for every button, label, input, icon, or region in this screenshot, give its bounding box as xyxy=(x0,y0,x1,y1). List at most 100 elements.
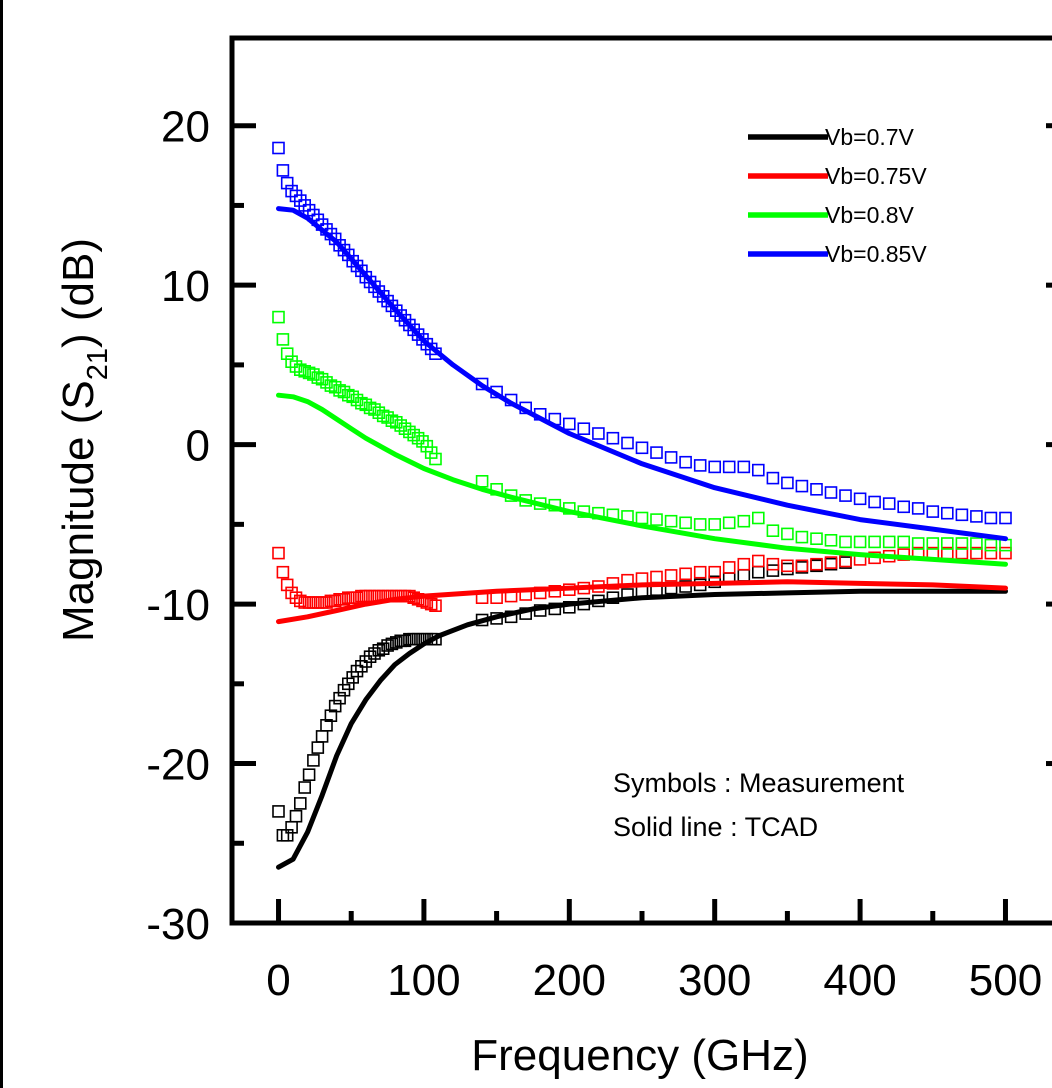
measurement-point-vb-0-85v xyxy=(592,427,605,440)
measurement-point-vb-0-75v xyxy=(955,546,969,560)
series-layer xyxy=(272,141,1012,870)
measurement-point-vb-0-85v xyxy=(999,511,1012,525)
y-tick-label: 0 xyxy=(186,422,210,471)
measurement-point-vb-0-85v xyxy=(868,495,881,509)
measurement-point-vb-0-7v xyxy=(280,828,294,842)
measurement-point-vb-0-8v xyxy=(276,333,290,346)
measurement-point-vb-0-7v xyxy=(363,650,377,664)
measurement-point-vb-0-75v xyxy=(781,559,794,573)
measurement-point-vb-0-8v xyxy=(766,524,780,538)
measurement-point-vb-0-7v xyxy=(381,639,394,652)
measurement-point-vb-0-75v xyxy=(293,594,307,608)
measurement-point-vb-0-85v xyxy=(911,502,925,515)
measurement-point-vb-0-75v xyxy=(708,565,722,579)
measurement-point-vb-0-7v xyxy=(490,612,503,625)
measurement-point-vb-0-75v xyxy=(533,586,547,600)
measurement-point-vb-0-8v xyxy=(751,511,765,525)
measurement-point-vb-0-7v xyxy=(272,805,285,818)
measurement-point-vb-0-7v xyxy=(346,671,360,684)
measurement-point-vb-0-8v xyxy=(839,535,852,549)
measurement-point-vb-0-7v xyxy=(289,809,303,823)
measurement-point-vb-0-7v xyxy=(341,677,355,691)
measurement-point-vb-0-7v xyxy=(398,634,412,648)
measurement-point-vb-0-7v xyxy=(298,781,312,794)
measurement-point-vb-0-75v xyxy=(592,580,605,593)
measurement-point-vb-0-7v xyxy=(324,709,338,723)
measurement-point-vb-0-8v xyxy=(403,425,416,439)
measurement-point-vb-0-8v xyxy=(368,403,381,416)
x-tick-label: 400 xyxy=(823,956,896,1005)
measurement-point-vb-0-85v xyxy=(355,264,368,278)
measurement-point-vb-0-85v xyxy=(795,479,809,493)
tcad-line-vb-0-7v xyxy=(276,588,1008,870)
measurement-point-vb-0-8v xyxy=(824,533,838,547)
legend-item-vb-0-75v: Vb=0.75V xyxy=(748,163,927,189)
axes-layer: 0 100 200 300 400 500 -30 -20 -10 0 10 20 xyxy=(146,35,1052,1005)
measurement-point-vb-0-85v xyxy=(810,482,823,496)
measurement-point-vb-0-7v xyxy=(577,597,591,611)
measurement-point-vb-0-85v xyxy=(882,497,896,510)
x-tick-label: 0 xyxy=(266,956,290,1005)
measurement-point-vb-0-75v xyxy=(420,596,434,609)
measurement-point-vb-0-8v xyxy=(984,538,998,552)
x-axis-label: Frequency (GHz) xyxy=(471,1031,808,1080)
measurement-point-vb-0-75v xyxy=(810,557,823,571)
measurement-point-vb-0-85v xyxy=(606,431,620,445)
measurement-point-vb-0-75v xyxy=(350,591,364,605)
measurement-point-vb-0-85v xyxy=(839,489,852,502)
measurement-point-vb-0-8v xyxy=(475,474,489,488)
measurement-point-vb-0-85v xyxy=(577,422,591,436)
measurement-point-vb-0-8v xyxy=(504,489,518,502)
legend-label-vb-0-75v: Vb=0.75V xyxy=(825,163,927,189)
measurement-point-vb-0-75v xyxy=(272,546,285,560)
measurement-point-vb-0-85v xyxy=(679,455,692,469)
measurement-point-vb-0-85v xyxy=(984,511,998,525)
measurement-point-vb-0-8v xyxy=(577,505,591,518)
measurement-point-vb-0-75v xyxy=(999,546,1012,560)
legend-label-vb-0-7v: Vb=0.7V xyxy=(825,124,915,150)
measurement-point-vb-0-85v xyxy=(693,459,707,472)
measurement-point-vb-0-85v xyxy=(562,417,576,431)
measurement-point-vb-0-8v xyxy=(926,537,940,550)
measurement-point-vb-0-75v xyxy=(751,554,765,568)
measurement-point-vb-0-8v xyxy=(679,516,692,530)
measurement-point-vb-0-8v xyxy=(955,537,969,550)
measurement-point-vb-0-75v xyxy=(411,592,425,606)
measurement-point-vb-0-85v xyxy=(926,505,940,518)
measurement-point-vb-0-75v xyxy=(795,559,809,573)
measurement-point-vb-0-85v xyxy=(650,446,663,459)
measurement-point-vb-0-8v xyxy=(592,506,605,520)
measurement-point-vb-0-7v xyxy=(293,797,307,810)
measurement-point-vb-0-85v xyxy=(490,385,503,399)
measurement-point-vb-0-75v xyxy=(407,591,421,605)
measurement-point-vb-0-75v xyxy=(276,565,290,579)
measurement-point-vb-0-7v xyxy=(621,588,634,601)
measurement-point-vb-0-7v xyxy=(533,604,547,617)
measurement-point-vb-0-75v xyxy=(897,548,911,561)
measurement-point-vb-0-85v xyxy=(824,486,838,499)
measurement-point-vb-0-8v xyxy=(293,363,307,377)
measurement-point-vb-0-7v xyxy=(337,683,351,697)
measurement-point-vb-0-8v xyxy=(398,422,412,436)
annotation-symbols: Symbols : Measurement xyxy=(613,768,905,798)
measurement-point-vb-0-7v xyxy=(333,691,346,705)
measurement-point-vb-0-7v xyxy=(429,632,442,646)
measurement-point-vb-0-75v xyxy=(635,572,649,585)
measurement-point-vb-0-8v xyxy=(722,516,736,530)
measurement-point-vb-0-8v xyxy=(810,532,823,546)
measurement-point-vb-0-8v xyxy=(606,508,620,522)
measurement-point-vb-0-8v xyxy=(795,530,809,544)
measurement-point-vb-0-75v xyxy=(519,588,533,601)
measurement-point-vb-0-7v xyxy=(385,637,399,651)
measurement-point-vb-0-8v xyxy=(853,535,867,549)
measurement-point-vb-0-8v xyxy=(708,518,722,531)
y-tick-label: -30 xyxy=(146,900,210,949)
measurement-point-vb-0-75v xyxy=(679,567,692,581)
measurement-point-vb-0-75v xyxy=(416,594,429,608)
tcad-line-vb-0-75v xyxy=(276,579,1008,625)
measurement-point-vb-0-75v xyxy=(328,594,342,608)
x-tick-label: 100 xyxy=(387,956,460,1005)
measurement-point-vb-0-8v xyxy=(490,482,503,496)
measurement-point-vb-0-75v xyxy=(664,569,678,582)
